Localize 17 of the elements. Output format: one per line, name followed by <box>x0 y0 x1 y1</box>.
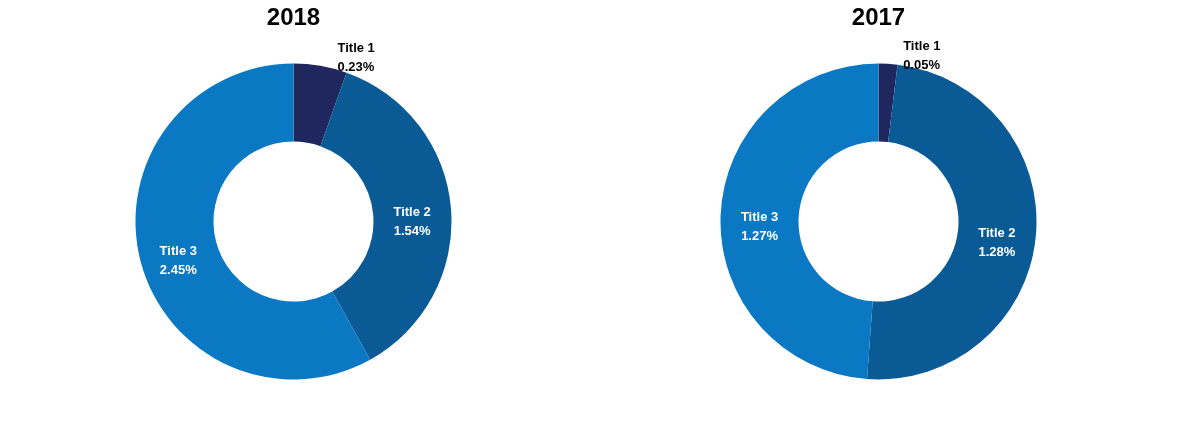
slice-label: Title 2 <box>978 224 1016 240</box>
data-label: 1.54% <box>393 222 431 238</box>
slice-label: Title 1 <box>337 40 375 56</box>
slice-label: Title 1 <box>903 37 941 53</box>
slice-label: Title 2 <box>393 203 431 219</box>
data-label: 1.27% <box>741 228 779 244</box>
chart-title: 2018 <box>266 3 321 30</box>
chart-title: 2017 <box>851 3 906 30</box>
data-label: 1.28% <box>978 243 1016 259</box>
slice-label: Title 3 <box>740 209 779 225</box>
data-label: 0.23% <box>337 59 375 75</box>
data-label: 0.05% <box>903 56 941 72</box>
slice-label: Title 3 <box>159 243 197 259</box>
donut-slice <box>878 63 898 143</box>
donut-slice <box>720 63 879 380</box>
donut-slice <box>320 72 452 360</box>
data-label: 2.45% <box>159 262 198 278</box>
